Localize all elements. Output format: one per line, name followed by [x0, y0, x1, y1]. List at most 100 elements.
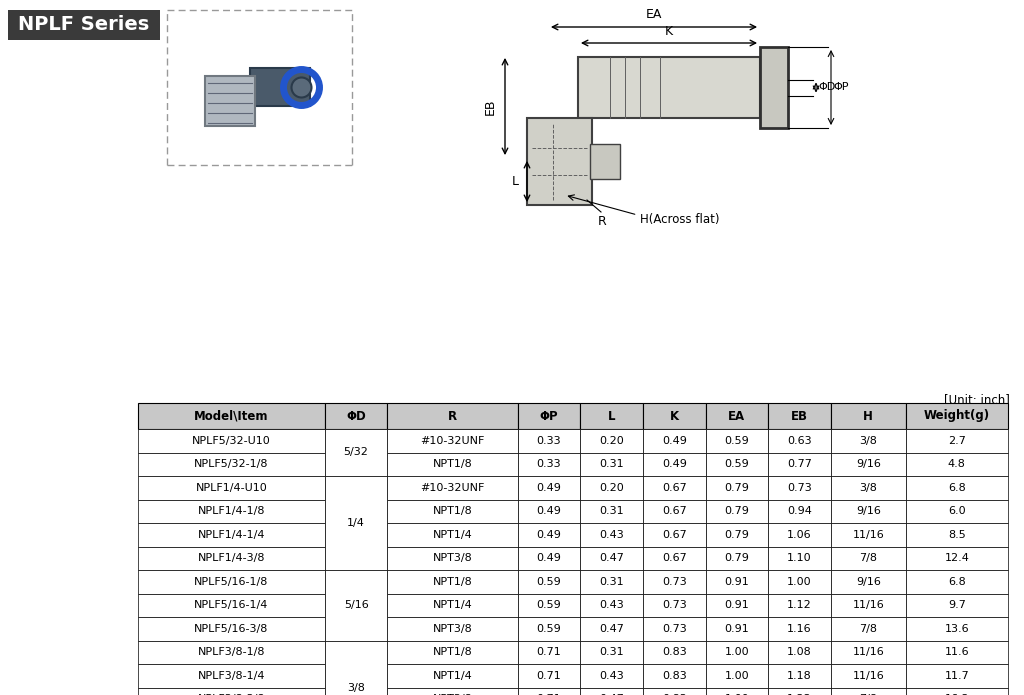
Bar [138, 403, 325, 429]
Text: ΦP: ΦP [540, 409, 558, 423]
Bar [517, 476, 581, 500]
Text: NPLF5/16-1/8: NPLF5/16-1/8 [195, 577, 268, 587]
Bar [643, 403, 706, 429]
Text: 0.59: 0.59 [537, 577, 561, 587]
Text: 13.6: 13.6 [944, 623, 969, 634]
Text: 0.73: 0.73 [662, 600, 687, 610]
Text: 0.43: 0.43 [599, 600, 624, 610]
Text: 5/32: 5/32 [344, 448, 369, 457]
Bar [581, 641, 643, 664]
Bar [581, 546, 643, 570]
Text: 0.79: 0.79 [724, 506, 750, 516]
Bar [138, 570, 325, 594]
Bar [581, 594, 643, 617]
Text: 1.22: 1.22 [787, 694, 812, 695]
Text: 0.83: 0.83 [662, 647, 687, 657]
Bar [643, 570, 706, 594]
Bar [387, 617, 517, 641]
Text: 3/8: 3/8 [347, 682, 365, 692]
Bar [643, 429, 706, 452]
Bar [905, 664, 1008, 687]
Text: 0.43: 0.43 [599, 671, 624, 680]
Bar [387, 452, 517, 476]
Text: 7/8: 7/8 [859, 553, 878, 563]
Text: 0.67: 0.67 [662, 506, 687, 516]
Text: H(Across flat): H(Across flat) [640, 213, 719, 227]
Bar [830, 429, 905, 452]
Text: 11/16: 11/16 [852, 600, 884, 610]
Bar [643, 546, 706, 570]
Text: 0.59: 0.59 [537, 623, 561, 634]
Bar [643, 617, 706, 641]
Bar [768, 664, 830, 687]
Text: 7/8: 7/8 [859, 694, 878, 695]
Text: NPT1/8: NPT1/8 [432, 647, 472, 657]
Text: 1.00: 1.00 [725, 647, 750, 657]
Text: 0.71: 0.71 [537, 671, 561, 680]
Text: ΦD: ΦD [818, 83, 836, 92]
Text: 0.31: 0.31 [599, 577, 624, 587]
Text: 0.49: 0.49 [662, 436, 687, 445]
Bar [387, 500, 517, 523]
Bar [905, 452, 1008, 476]
Text: 6.0: 6.0 [948, 506, 966, 516]
Text: #10-32UNF: #10-32UNF [420, 436, 484, 445]
Bar [643, 500, 706, 523]
Bar [706, 429, 768, 452]
Bar [581, 452, 643, 476]
Text: 1.08: 1.08 [787, 647, 812, 657]
Text: L: L [512, 175, 519, 188]
Text: 0.73: 0.73 [787, 483, 812, 493]
Bar [643, 523, 706, 546]
Text: K: K [665, 25, 673, 38]
Text: 0.91: 0.91 [725, 577, 750, 587]
Bar [706, 570, 768, 594]
Text: 9/16: 9/16 [856, 577, 881, 587]
Bar [643, 476, 706, 500]
Bar [517, 570, 581, 594]
Text: 0.73: 0.73 [662, 623, 687, 634]
Text: NPT1/4: NPT1/4 [432, 600, 472, 610]
Bar [830, 476, 905, 500]
Bar [581, 403, 643, 429]
Text: 6.8: 6.8 [948, 577, 966, 587]
Bar [578, 57, 760, 118]
Circle shape [292, 78, 311, 97]
Text: 0.73: 0.73 [662, 577, 687, 587]
Bar [830, 452, 905, 476]
Bar [706, 476, 768, 500]
Text: 0.79: 0.79 [724, 553, 750, 563]
Bar [830, 523, 905, 546]
Bar [517, 546, 581, 570]
Text: #10-32UNF: #10-32UNF [420, 483, 484, 493]
Bar [830, 546, 905, 570]
Text: 1.10: 1.10 [787, 553, 812, 563]
Text: 4.8: 4.8 [948, 459, 966, 469]
Text: EA: EA [728, 409, 745, 423]
Text: 0.83: 0.83 [662, 671, 687, 680]
Text: NPT3/8: NPT3/8 [432, 623, 472, 634]
Text: ΦP: ΦP [833, 83, 849, 92]
Bar [581, 570, 643, 594]
Bar [905, 403, 1008, 429]
Bar [830, 687, 905, 695]
Text: 0.49: 0.49 [662, 459, 687, 469]
Text: 0.20: 0.20 [599, 483, 624, 493]
Text: NPLF Series: NPLF Series [18, 15, 150, 35]
Text: L: L [608, 409, 615, 423]
Text: 11.7: 11.7 [944, 671, 969, 680]
Bar [706, 617, 768, 641]
Bar [325, 641, 387, 695]
Text: ΦD: ΦD [346, 409, 366, 423]
Text: NPLF5/32-U10: NPLF5/32-U10 [193, 436, 270, 445]
Bar [830, 500, 905, 523]
Text: 1.00: 1.00 [725, 694, 750, 695]
Bar [768, 452, 830, 476]
Bar [138, 687, 325, 695]
Text: [Unit: inch]: [Unit: inch] [944, 393, 1010, 406]
Bar [706, 687, 768, 695]
Text: 0.79: 0.79 [724, 530, 750, 540]
Bar [138, 500, 325, 523]
Text: H: H [863, 409, 873, 423]
Bar [138, 429, 325, 452]
